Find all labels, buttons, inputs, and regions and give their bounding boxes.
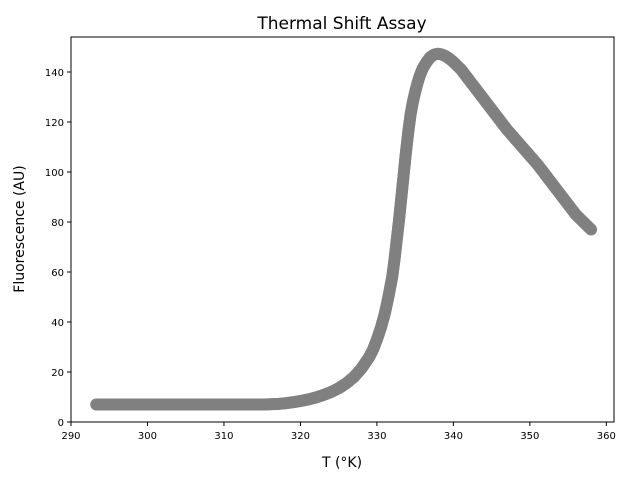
y-tick-label: 60	[51, 268, 64, 279]
x-axis-title: T (°K)	[321, 455, 362, 471]
y-tick-label: 140	[45, 68, 64, 79]
x-tick-label: 310	[214, 431, 233, 442]
x-tick-label: 320	[291, 431, 310, 442]
chart-title: Thermal Shift Assay	[256, 14, 426, 34]
plot-area	[90, 47, 598, 411]
y-tick-label: 40	[51, 318, 64, 329]
axes: 290 300 310 320 330 340 350 360 0 20 40 60 80 100 120 1…	[45, 36, 616, 442]
x-tick-label: 290	[61, 431, 80, 442]
data-point	[585, 223, 598, 236]
y-tick-label: 120	[45, 118, 64, 129]
y-tick-label: 20	[51, 368, 64, 379]
plot-frame	[70, 36, 615, 423]
y-tick-label: 100	[45, 168, 64, 179]
x-tick-label: 350	[520, 431, 539, 442]
y-tick-label: 80	[51, 218, 64, 229]
x-tick-label: 360	[597, 431, 616, 442]
x-tick-label: 330	[367, 431, 386, 442]
y-tick-label: 0	[58, 418, 64, 429]
y-axis-title: Fluorescence (AU)	[12, 165, 28, 292]
x-tick-label: 300	[138, 431, 157, 442]
x-tick-label: 340	[444, 431, 463, 442]
